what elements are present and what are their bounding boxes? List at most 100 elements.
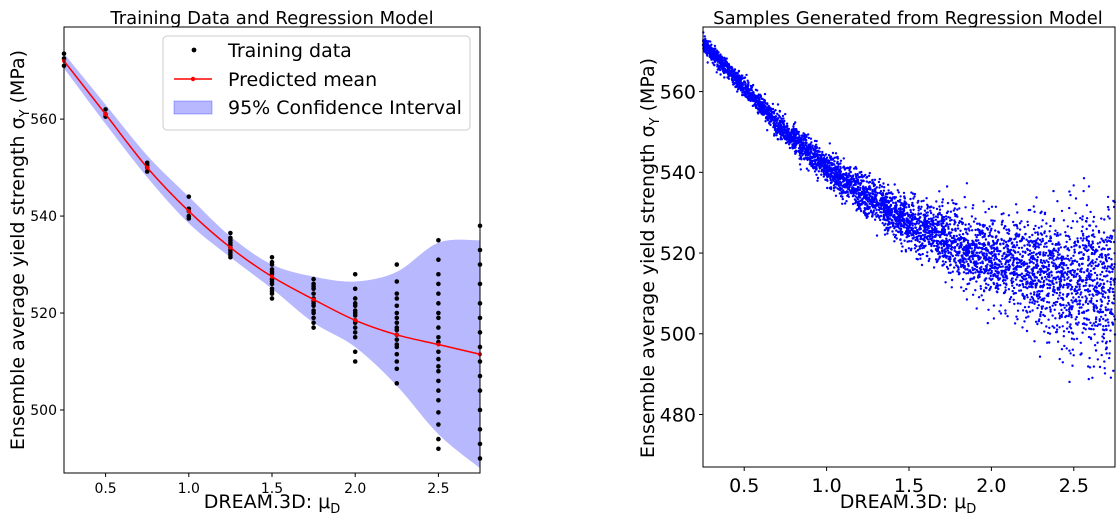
sample-point (1097, 284, 1101, 288)
sample-point (754, 106, 758, 109)
sample-point (803, 150, 806, 154)
sample-point (807, 169, 810, 172)
sample-point (784, 112, 787, 116)
sample-point (958, 233, 961, 236)
sample-point (1081, 232, 1085, 235)
sample-point (1071, 364, 1074, 367)
sample-point (907, 228, 910, 231)
sample-point (794, 137, 797, 140)
sample-point (1091, 242, 1095, 245)
sample-point (1015, 241, 1019, 244)
sample-point (1000, 213, 1003, 216)
sample-point (924, 244, 927, 247)
sample-point (1106, 265, 1110, 268)
sample-point (1093, 306, 1096, 309)
sample-point (1107, 295, 1110, 298)
sample-point (978, 251, 981, 254)
sample-point (1047, 254, 1050, 257)
sample-point (1107, 321, 1110, 324)
sample-point (865, 188, 869, 191)
sample-point (803, 146, 806, 150)
sample-point (1100, 286, 1104, 290)
sample-point (709, 56, 712, 59)
sample-point (1094, 248, 1098, 251)
sample-point (1007, 288, 1011, 291)
sample-point (1041, 219, 1044, 222)
sample-point (769, 123, 772, 127)
sample-point (989, 245, 992, 248)
sample-point (999, 304, 1002, 307)
sample-point (1036, 306, 1039, 310)
sample-point (1027, 241, 1031, 244)
sample-point (1111, 301, 1114, 304)
sample-point (785, 122, 789, 125)
sample-point (1109, 277, 1113, 281)
sample-point (1090, 301, 1093, 304)
sample-point (914, 238, 917, 242)
sample-point (1093, 344, 1097, 347)
sample-point (899, 195, 902, 198)
sample-point (1032, 240, 1036, 243)
sample-point (966, 232, 969, 236)
sample-point (786, 125, 789, 128)
sample-point (934, 235, 937, 238)
sample-point (1040, 307, 1044, 310)
sample-point (952, 209, 955, 212)
training-data-point (352, 271, 358, 277)
sample-point (771, 115, 774, 118)
sample-point (895, 229, 898, 232)
sample-point (1018, 253, 1022, 256)
training-data-point (269, 296, 275, 301)
sample-point (1076, 272, 1079, 276)
sample-point (965, 287, 968, 291)
sample-point (1111, 313, 1114, 316)
sample-point (1046, 293, 1050, 296)
sample-point (953, 219, 956, 222)
sample-point (965, 246, 968, 250)
sample-point (812, 153, 816, 157)
sample-point (910, 240, 913, 243)
sample-point (957, 221, 961, 225)
sample-point (985, 226, 989, 230)
sample-point (1018, 240, 1022, 243)
sample-point (1089, 245, 1093, 249)
sample-point (713, 60, 717, 64)
sample-point (1088, 356, 1091, 360)
sample-point (1106, 280, 1109, 283)
sample-point (960, 254, 963, 257)
sample-point (860, 190, 864, 193)
sample-point (922, 199, 925, 202)
sample-point (1086, 302, 1090, 305)
sample-point (913, 195, 916, 198)
training-data-point (394, 320, 400, 326)
sample-point (1039, 314, 1042, 318)
sample-point (1094, 349, 1098, 352)
sample-point (716, 53, 719, 56)
sample-point (865, 180, 868, 183)
sample-point (942, 244, 946, 248)
sample-point (1095, 293, 1098, 296)
sample-point (1090, 260, 1094, 263)
sample-point (878, 216, 881, 219)
sample-point (912, 208, 915, 211)
sample-point (981, 262, 984, 265)
sample-point (927, 217, 931, 221)
chart-left: Training Data and Regression Model 0.5 1.… (7, 8, 483, 517)
sample-point (912, 197, 915, 200)
sample-point (1054, 303, 1057, 307)
sample-point (941, 264, 944, 267)
sample-point (791, 147, 794, 150)
sample-point (929, 234, 932, 237)
sample-point (1066, 254, 1069, 257)
sample-point (1079, 257, 1082, 261)
sample-point (785, 138, 788, 141)
sample-point (1078, 246, 1082, 249)
sample-point (860, 193, 863, 197)
sample-point (1020, 272, 1024, 275)
sample-point (1018, 222, 1022, 225)
sample-point (923, 209, 927, 212)
sample-point (971, 257, 975, 261)
sample-point (1081, 296, 1084, 299)
sample-point (1005, 228, 1008, 231)
sample-point (732, 70, 735, 73)
